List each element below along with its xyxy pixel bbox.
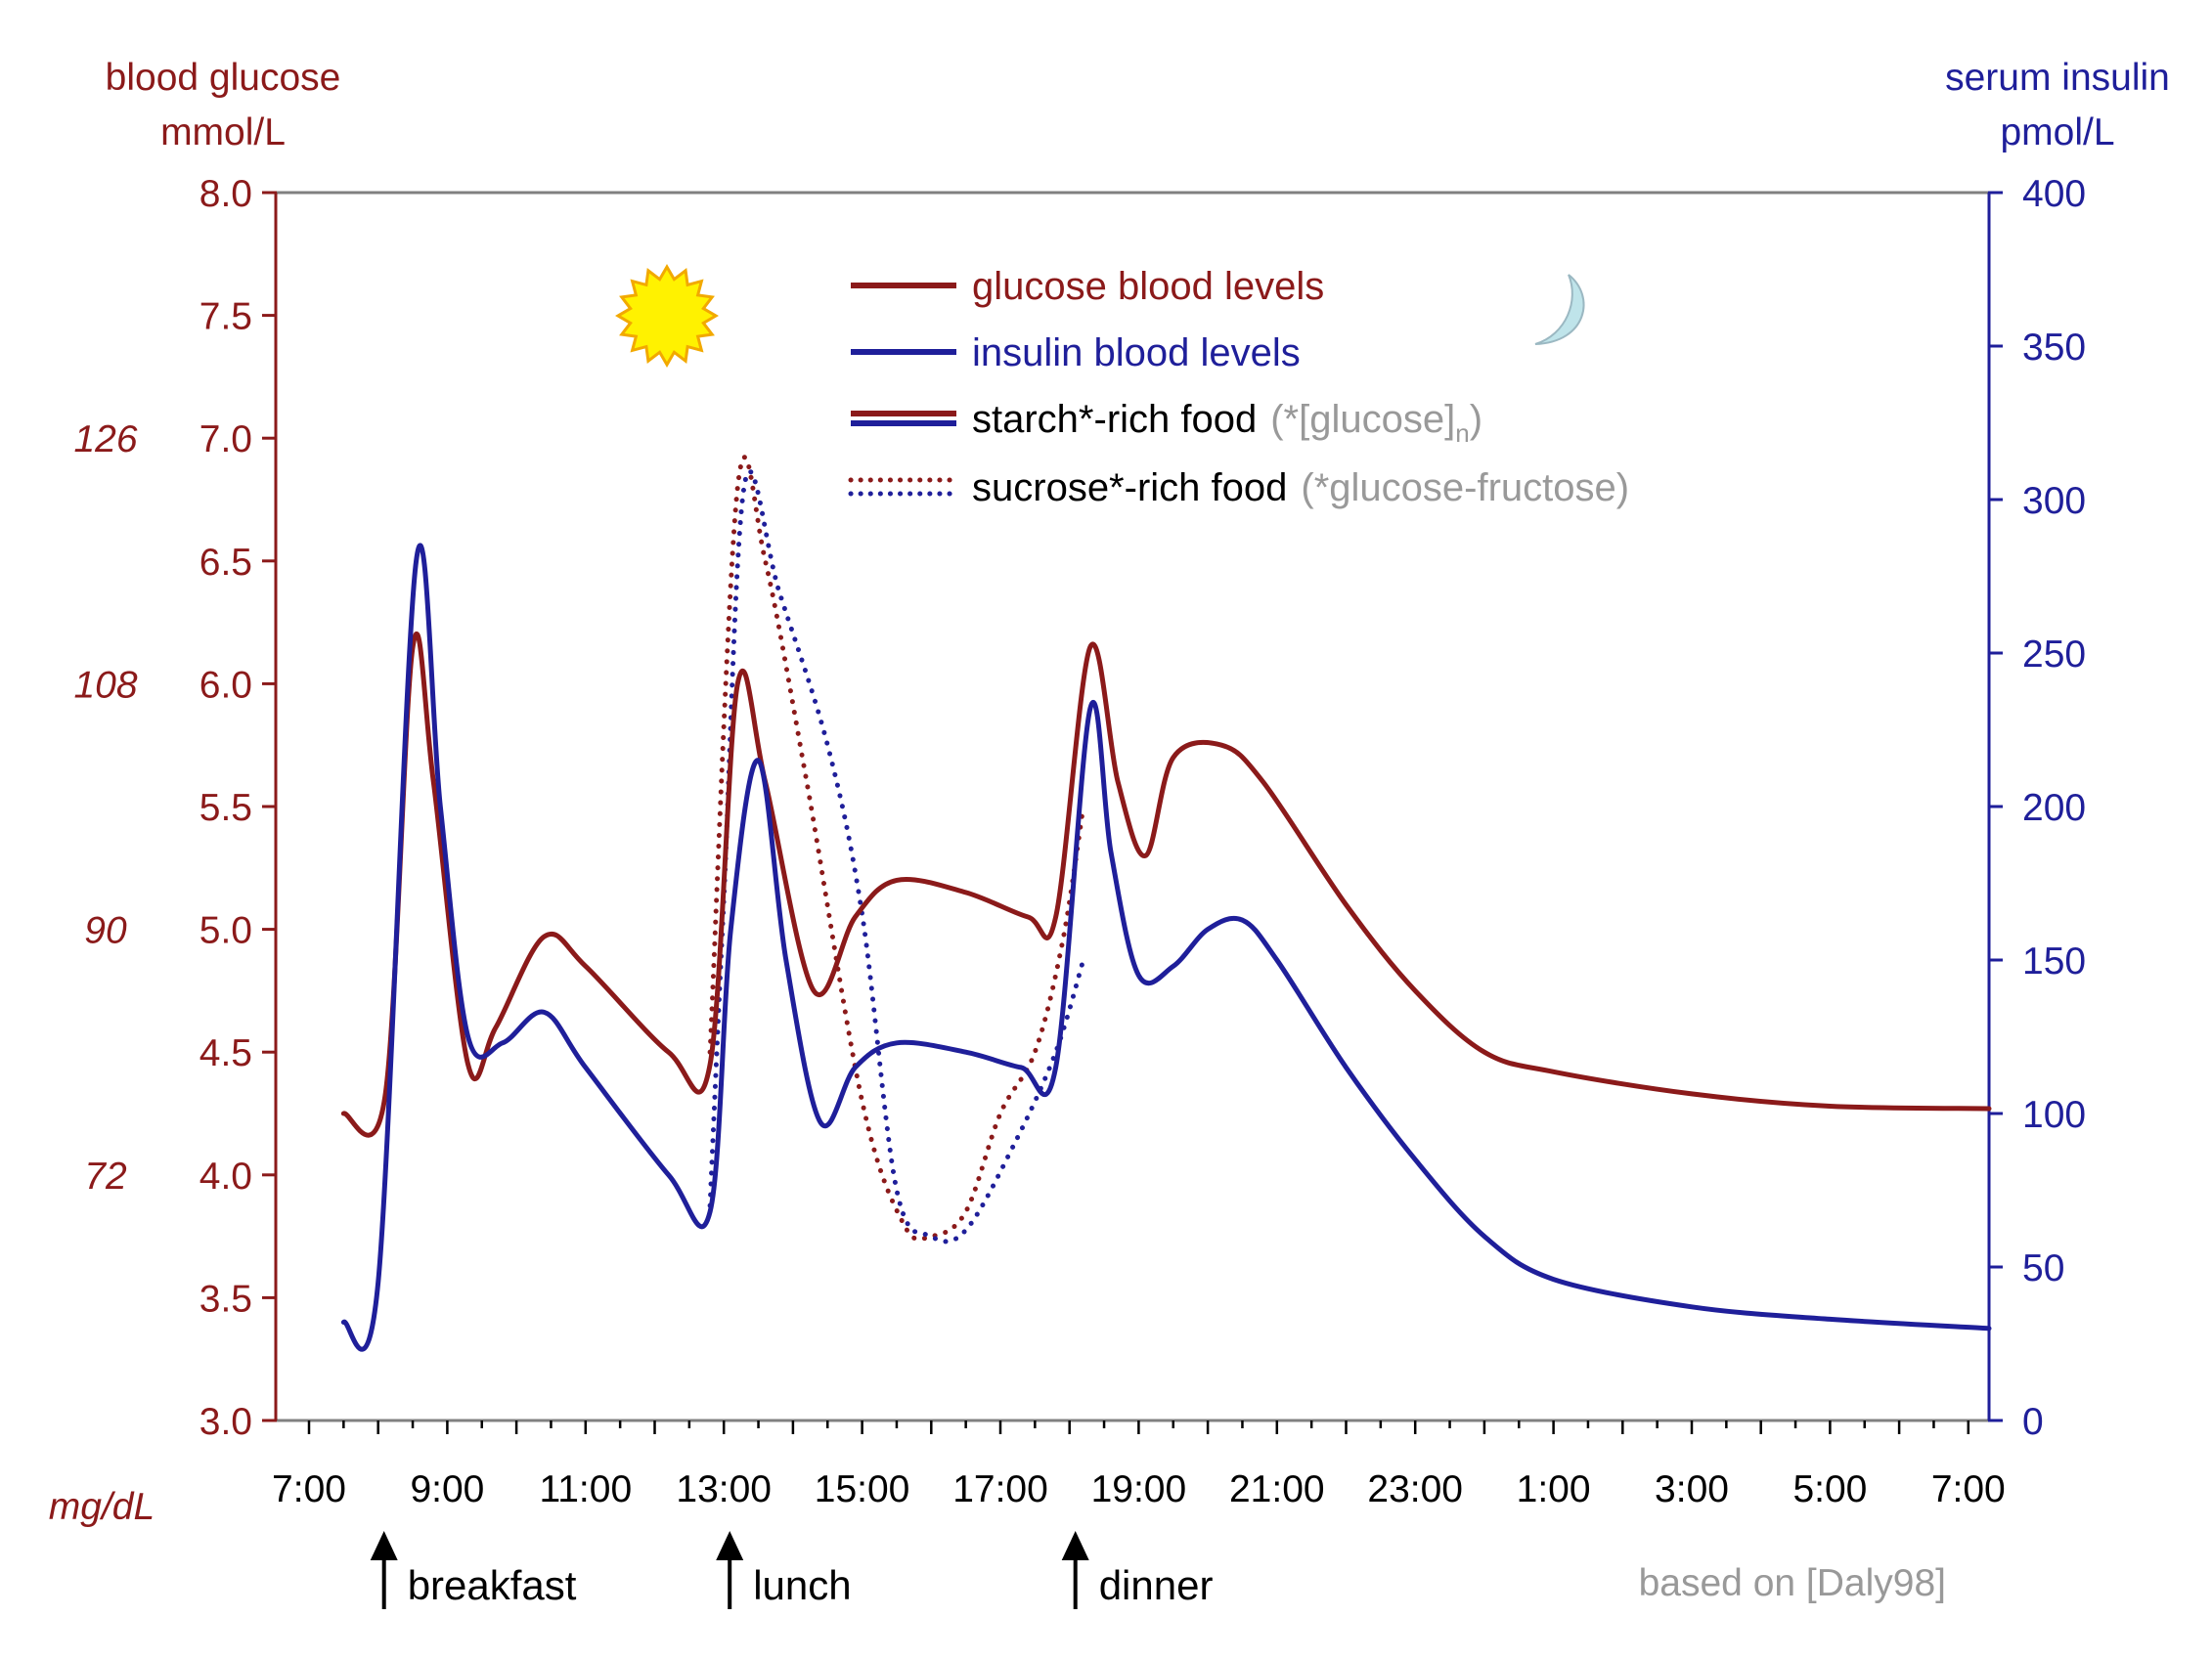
left-tick-label: 7.5 xyxy=(199,296,252,338)
meal-label: dinner xyxy=(1099,1562,1214,1608)
x-tick-label: 19:00 xyxy=(1091,1468,1187,1510)
right-tick-label: 150 xyxy=(2022,940,2086,983)
meal-markers: breakfast lunch dinner xyxy=(370,1531,1214,1609)
right-tick-label: 50 xyxy=(2022,1247,2064,1289)
left-tick-label: 5.5 xyxy=(199,787,252,829)
legend-label-main: sucrose*-rich food xyxy=(972,466,1287,509)
legend-label-note-end: ) xyxy=(1470,398,1482,441)
left-tick-label: 8.0 xyxy=(199,173,252,215)
right-axis-ticks: 0 50 100 150 200 250 300 350 400 xyxy=(1988,173,2086,1443)
left-tick-label: 4.5 xyxy=(199,1032,252,1074)
meal-arrow-head xyxy=(1061,1531,1089,1560)
legend-label-note: (*[glucose] xyxy=(1270,398,1455,441)
x-tick-label: 7:00 xyxy=(272,1468,346,1510)
x-tick-label: 23:00 xyxy=(1367,1468,1463,1510)
right-tick-label: 250 xyxy=(2022,633,2086,676)
x-tick-label: 21:00 xyxy=(1229,1468,1325,1510)
x-tick-label: 5:00 xyxy=(1792,1468,1867,1510)
x-tick-label: 1:00 xyxy=(1517,1468,1591,1510)
left-tick-label: 3.5 xyxy=(199,1278,252,1320)
right-tick-label: 100 xyxy=(2022,1094,2086,1136)
left-tick-label: 4.0 xyxy=(199,1156,252,1198)
meal-label: breakfast xyxy=(408,1562,577,1608)
left-axis-title-1: blood glucose xyxy=(106,57,341,99)
right-tick-label: 300 xyxy=(2022,480,2086,522)
right-tick-label: 0 xyxy=(2022,1401,2044,1443)
mgdl-tick-label: 72 xyxy=(84,1156,127,1198)
legend-label-main: starch*-rich food xyxy=(972,398,1257,441)
meal-arrow-head xyxy=(716,1531,744,1560)
right-tick-label: 400 xyxy=(2022,173,2086,215)
legend-label-note: (*glucose-fructose) xyxy=(1301,466,1629,509)
mgdl-tick-label: 126 xyxy=(73,418,137,460)
right-tick-label: 200 xyxy=(2022,787,2086,829)
moon-icon xyxy=(1534,274,1585,345)
right-axis-title-1: serum insulin xyxy=(1945,57,2170,99)
x-tick-label: 15:00 xyxy=(815,1468,910,1510)
legend-label: sucrose*-rich food (*glucose-fructose) xyxy=(972,466,1629,509)
legend-label: insulin blood levels xyxy=(972,331,1301,374)
x-tick-label: 7:00 xyxy=(1931,1468,2006,1510)
meal-label: lunch xyxy=(753,1562,851,1608)
mgdl-axis-ticks: 126 108 90 72 xyxy=(73,418,137,1198)
legend-label: starch*-rich food (*[glucose]n) xyxy=(972,398,1482,448)
left-axis-title-2: mmol/L xyxy=(160,111,286,153)
left-tick-label: 5.0 xyxy=(199,910,252,952)
legend-label-main: insulin blood levels xyxy=(972,331,1301,374)
left-tick-label: 7.0 xyxy=(199,418,252,460)
left-axis-ticks: 3.0 3.5 4.0 4.5 5.0 5.5 6.0 6.5 7.0 7.5 8.0 xyxy=(199,173,277,1443)
series-line-0 xyxy=(340,631,1992,1138)
sun-icon xyxy=(615,264,719,368)
legend-label-main: glucose blood levels xyxy=(972,265,1324,308)
left-tick-label: 6.0 xyxy=(199,664,252,706)
source-note: based on [Daly98] xyxy=(1639,1562,1946,1604)
left-tick-label: 3.0 xyxy=(199,1401,252,1443)
x-tick-label: 3:00 xyxy=(1655,1468,1729,1510)
plot-area xyxy=(274,191,1991,1422)
x-tick-label: 11:00 xyxy=(539,1468,632,1510)
left-tick-label: 6.5 xyxy=(199,542,252,584)
x-axis-ticks: 7:00 9:00 11:00 13:00 15:00 17:00 19:00 21:00 23… xyxy=(272,1420,2006,1510)
mgdl-tick-label: 108 xyxy=(73,664,137,706)
legend-label-subscript: n xyxy=(1455,418,1469,448)
mgdl-tick-label: 90 xyxy=(84,910,127,952)
mgdl-axis-title: mg/dL xyxy=(49,1486,155,1528)
x-tick-label: 9:00 xyxy=(410,1468,484,1510)
x-tick-label: 17:00 xyxy=(952,1468,1048,1510)
legend-label: glucose blood levels xyxy=(972,265,1324,308)
series-line-1 xyxy=(340,543,1992,1352)
x-tick-label: 13:00 xyxy=(676,1468,772,1510)
right-axis-title-2: pmol/L xyxy=(2000,111,2114,153)
right-tick-label: 350 xyxy=(2022,327,2086,369)
meal-arrow-head xyxy=(370,1531,398,1560)
legend: glucose blood levels insulin blood levels… xyxy=(848,265,1629,509)
series-lines xyxy=(340,455,1992,1352)
